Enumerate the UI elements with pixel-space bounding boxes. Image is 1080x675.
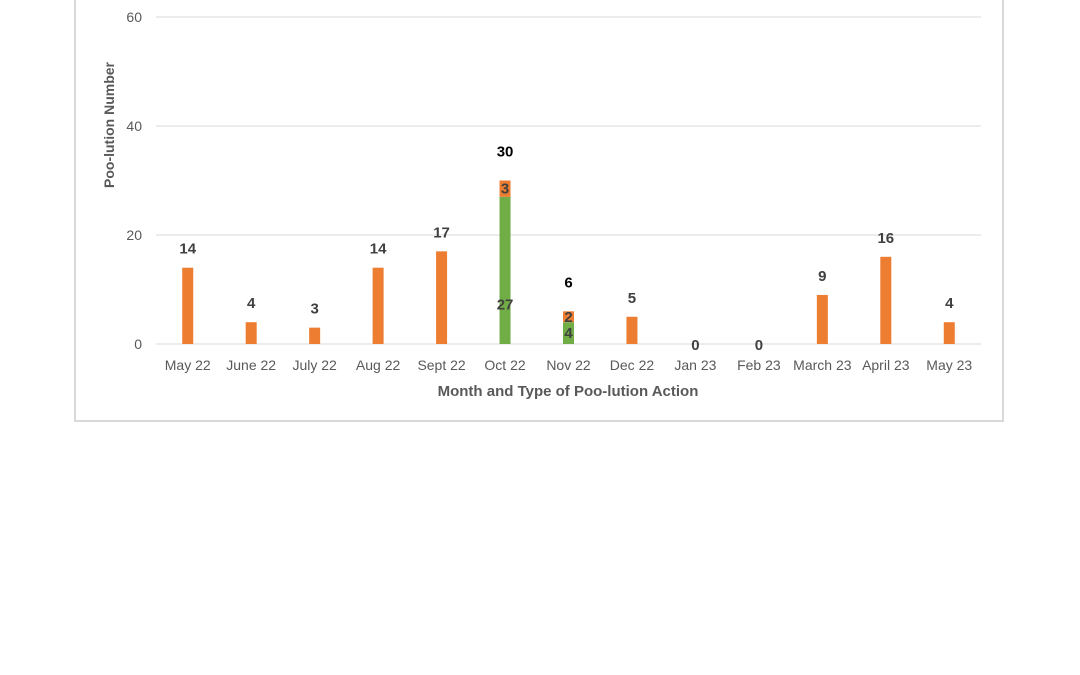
data-label: 9 bbox=[818, 268, 826, 285]
bar-segment bbox=[563, 311, 574, 323]
x-axis-ticks: May 22 June 22 July 22 Aug 22 Sept 22 Oct 22 N… bbox=[165, 357, 973, 373]
total-label: 6 bbox=[564, 274, 572, 291]
x-tick-label: March 23 bbox=[793, 357, 852, 373]
bar-segment bbox=[943, 322, 955, 344]
bar-segment bbox=[499, 180, 511, 197]
x-tick-label: June 22 bbox=[226, 357, 276, 373]
x-tick-label: Jan 23 bbox=[674, 357, 716, 373]
bar-segment bbox=[816, 294, 828, 344]
data-label: 5 bbox=[628, 290, 636, 307]
y-tick-label: 60 bbox=[126, 9, 142, 25]
x-tick-label: May 23 bbox=[926, 357, 972, 373]
data-label: 4 bbox=[564, 325, 573, 342]
data-label: 14 bbox=[179, 241, 196, 258]
bar-segment bbox=[880, 256, 892, 344]
data-label: 0 bbox=[691, 337, 699, 354]
y-axis-title: Poo-lution Number bbox=[101, 61, 117, 188]
bar-segment bbox=[563, 322, 574, 344]
data-label: 3 bbox=[310, 301, 318, 318]
x-axis-title: Month and Type of Poo-lution Action bbox=[438, 383, 699, 400]
bar-segment bbox=[499, 196, 511, 344]
y-tick-label: 40 bbox=[126, 118, 142, 134]
x-tick-label: Nov 22 bbox=[546, 357, 591, 373]
chart-frame: 0 20 40 60 May 22 June 22 July 22 Aug 22 Sept 2… bbox=[74, 0, 1004, 422]
data-label: 16 bbox=[877, 230, 894, 247]
bar-segment bbox=[309, 327, 321, 344]
bar-segment bbox=[372, 267, 384, 344]
data-label: 27 bbox=[497, 296, 514, 313]
x-tick-label: Feb 23 bbox=[737, 357, 781, 373]
bar-segment bbox=[182, 267, 194, 344]
y-tick-label: 20 bbox=[126, 227, 142, 243]
gridlines bbox=[156, 16, 981, 345]
bar-segment bbox=[436, 251, 448, 344]
data-label: 4 bbox=[247, 295, 256, 312]
data-label: 4 bbox=[945, 295, 954, 312]
x-tick-label: Oct 22 bbox=[484, 357, 525, 373]
x-tick-label: Dec 22 bbox=[610, 357, 655, 373]
bars bbox=[182, 180, 955, 344]
total-label: 30 bbox=[497, 144, 514, 161]
y-axis-ticks: 0 20 40 60 bbox=[126, 9, 142, 352]
data-label: 2 bbox=[564, 309, 572, 326]
data-label: 3 bbox=[501, 181, 509, 198]
bar-segment bbox=[626, 316, 638, 344]
data-label: 17 bbox=[433, 224, 450, 241]
x-tick-label: April 23 bbox=[862, 357, 910, 373]
data-label: 0 bbox=[755, 337, 763, 354]
x-tick-label: Aug 22 bbox=[356, 357, 401, 373]
bar-segment bbox=[245, 322, 257, 344]
x-tick-label: May 22 bbox=[165, 357, 211, 373]
x-tick-label: July 22 bbox=[292, 357, 337, 373]
y-tick-label: 0 bbox=[134, 336, 142, 352]
data-label: 14 bbox=[370, 241, 387, 258]
x-tick-label: Sept 22 bbox=[417, 357, 465, 373]
